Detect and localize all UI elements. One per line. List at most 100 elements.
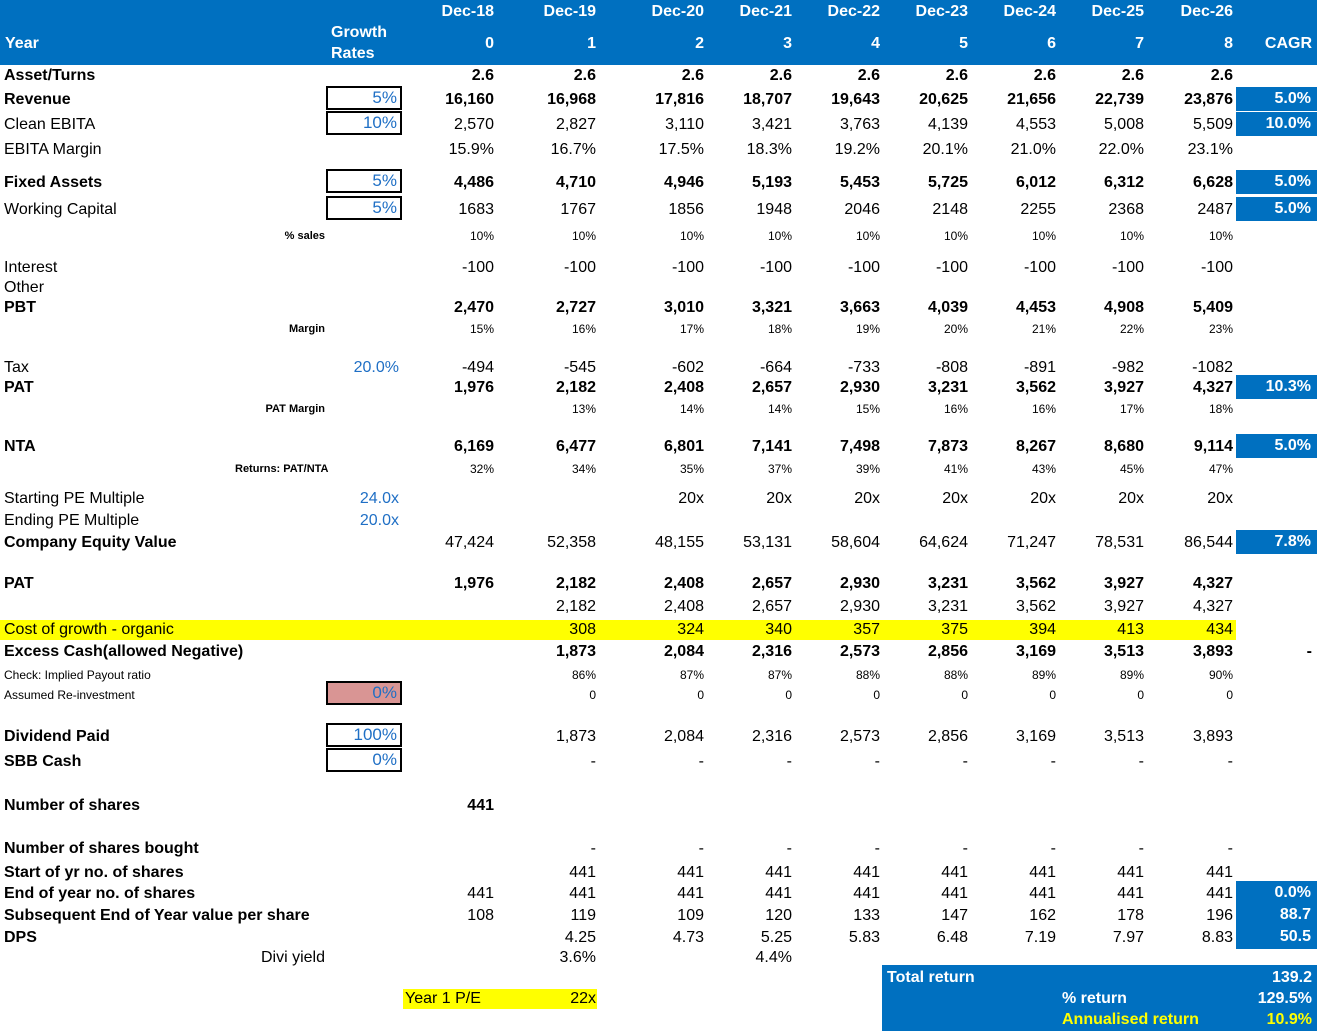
cell-value: 7.97 — [1112, 929, 1144, 946]
cell-value: 3,231 — [927, 379, 968, 396]
cell-value: 1767 — [560, 201, 596, 218]
cell-value: 23.1% — [1187, 141, 1233, 158]
cell-value: 21,656 — [1007, 91, 1056, 108]
cell-value: 87% — [767, 668, 792, 682]
cell-value: 2,182 — [555, 598, 596, 615]
value-per-share-label: Subsequent End of Year value per share — [4, 907, 310, 924]
pbt-label: PBT — [4, 299, 36, 316]
cell-value: 4,327 — [1192, 598, 1233, 615]
cell-value: 119 — [570, 907, 596, 924]
cell-value: - — [962, 753, 968, 770]
cell-value: 19.2% — [834, 141, 880, 158]
cell-value: 16% — [943, 402, 968, 416]
cell-value: 10% — [571, 229, 596, 243]
cell-value: 5.83 — [848, 929, 880, 946]
cell-value: 8.83 — [1201, 929, 1233, 946]
cell-value: 47% — [1208, 462, 1233, 476]
cell-value: 22% — [1119, 322, 1144, 336]
cell-value: 4.73 — [672, 929, 704, 946]
cell-value: 23,876 — [1184, 91, 1233, 108]
sbb-cash-input[interactable]: 0% — [326, 748, 402, 772]
cell-value: 18% — [767, 322, 792, 336]
cell-value: 3,421 — [751, 116, 792, 133]
year-index: 0 — [485, 35, 494, 52]
reinvestment-label: Assumed Re-investment — [4, 688, 135, 702]
cell-value: 6,801 — [663, 438, 704, 455]
cell-value: 88% — [855, 668, 880, 682]
cell-value: 2,727 — [555, 299, 596, 316]
dps-label: DPS — [4, 929, 37, 946]
year-index: 6 — [1047, 35, 1056, 52]
working-capital-label: Working Capital — [4, 201, 117, 218]
cell-value: 10% — [1208, 229, 1233, 243]
cell-value: 10% — [1031, 229, 1056, 243]
cell-value: 441 — [467, 885, 494, 902]
working-capital-input[interactable]: 5% — [326, 196, 402, 220]
interest-label: Interest — [4, 259, 58, 276]
divi-yield-label: Divi yield — [260, 949, 325, 966]
cell-value: 375 — [941, 621, 968, 638]
cell-value: 2,657 — [751, 575, 792, 592]
fixed-assets-input[interactable]: 5% — [326, 169, 402, 193]
date-header: Dec-22 — [827, 3, 880, 20]
revenue-input[interactable]: 5% — [326, 86, 402, 110]
cell-value: 0 — [873, 688, 880, 702]
cell-value: 5,193 — [751, 174, 792, 191]
cell-value: 10% — [943, 229, 968, 243]
cell-value: 21.0% — [1010, 141, 1056, 158]
nta-label: NTA — [4, 438, 36, 455]
cell-value: 22,739 — [1095, 91, 1144, 108]
cell-value: 0 — [961, 688, 968, 702]
cell-value: 8,680 — [1103, 438, 1144, 455]
cell-value: 1856 — [668, 201, 704, 218]
cagr-cell: 10.3% — [1236, 375, 1317, 399]
cagr-cell: 7.8% — [1236, 530, 1317, 554]
cell-value: 1,873 — [555, 728, 596, 745]
cell-value: -494 — [461, 359, 494, 376]
cell-value: 2,856 — [927, 728, 968, 745]
cell-value: 3,893 — [1192, 728, 1233, 745]
cell-value: 18.3% — [746, 141, 792, 158]
cell-value: 441 — [677, 864, 704, 881]
cell-value: 0 — [785, 688, 792, 702]
cell-value: 20x — [766, 490, 792, 507]
cell-value: 178 — [1117, 907, 1144, 924]
cell-value: 17.5% — [658, 141, 704, 158]
ending-pe-rate: 20.0x — [359, 512, 399, 529]
cell-value: 4,946 — [663, 174, 704, 191]
cell-value: 2,827 — [555, 116, 596, 133]
cell-value: 441 — [853, 885, 880, 902]
cell-value: -100 — [671, 259, 704, 276]
cell-value: 17% — [1119, 402, 1144, 416]
cell-value: 2,316 — [751, 728, 792, 745]
cell-value: 4,327 — [1192, 575, 1233, 592]
tax-label: Tax — [4, 359, 29, 376]
cell-value: 441 — [941, 864, 968, 881]
cell-value: 5,008 — [1103, 116, 1144, 133]
cell-value: 18,707 — [743, 91, 792, 108]
clean-ebita-input[interactable]: 10% — [326, 111, 402, 135]
cell-value: 2.6 — [471, 67, 494, 84]
cell-value: - — [590, 753, 596, 770]
cell-value: - — [1050, 840, 1056, 857]
sbb-cash-label: SBB Cash — [4, 753, 82, 770]
cell-value: - — [1050, 753, 1056, 770]
cell-value: 2,573 — [839, 643, 880, 660]
cell-value: 87% — [679, 668, 704, 682]
cell-value: 162 — [1029, 907, 1056, 924]
cost-of-growth-highlight — [0, 620, 1236, 640]
cell-value: 196 — [1206, 907, 1233, 924]
number-of-shares-value: 441 — [467, 797, 494, 814]
cell-value: 52,358 — [547, 534, 596, 551]
cell-value: 18% — [1208, 402, 1233, 416]
cell-value: 6,012 — [1015, 174, 1056, 191]
cell-value: - — [698, 753, 704, 770]
reinvestment-input[interactable]: 0% — [326, 681, 402, 705]
pat-label: PAT — [4, 379, 34, 396]
cell-value: 5,453 — [839, 174, 880, 191]
other-label: Other — [4, 279, 45, 296]
tax-rate: 20.0% — [353, 359, 399, 376]
cell-value: 89% — [1031, 668, 1056, 682]
cell-value: 13% — [571, 402, 596, 416]
dividend-paid-input[interactable]: 100% — [326, 723, 402, 747]
